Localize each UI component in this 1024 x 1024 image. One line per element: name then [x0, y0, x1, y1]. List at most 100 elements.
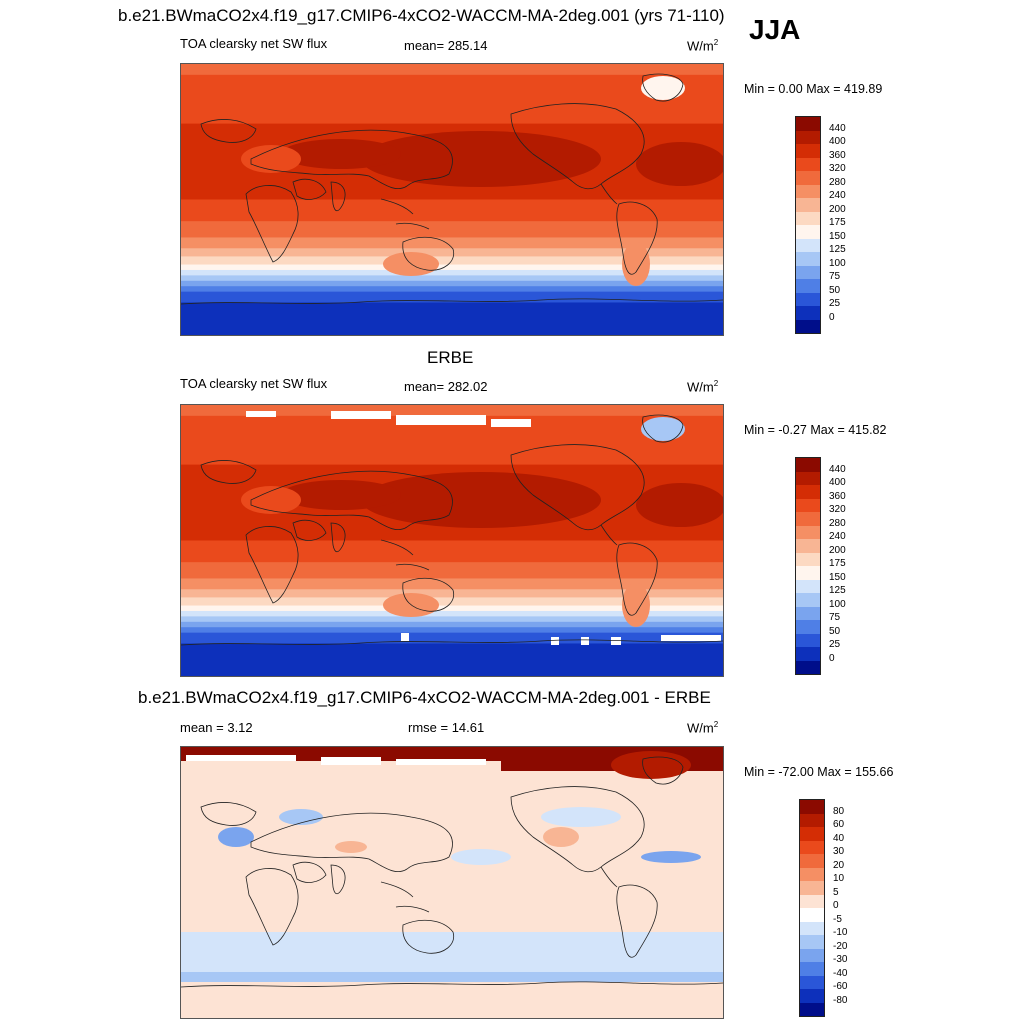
- missing-data: [581, 637, 589, 645]
- colorbar-tick-label: 400: [829, 477, 846, 488]
- colorbar-tick-label: 320: [829, 504, 846, 515]
- panel3-min-max: Min = -72.00 Max = 155.66: [744, 765, 894, 779]
- colorbar-tick-label: -10: [833, 927, 848, 938]
- field-negative-patch: [541, 807, 621, 827]
- colorbar-cell: [796, 485, 820, 499]
- field-max-atlantic: [636, 483, 723, 527]
- missing-data: [321, 757, 381, 765]
- coastline: [292, 519, 327, 541]
- colorbar-cell: [800, 989, 824, 1003]
- panel3-mean-label: mean = 3.12: [180, 720, 253, 735]
- field-positive-patch: [543, 827, 579, 847]
- colorbar-tick-label: 60: [833, 819, 845, 830]
- coastline: [510, 786, 645, 873]
- colorbar-tick-label: 150: [829, 571, 846, 583]
- colorbar-tick-label: 320: [829, 163, 846, 174]
- colorbar-cell: [796, 211, 820, 225]
- colorbar-tick-label: -5: [833, 913, 842, 925]
- coastline: [616, 201, 658, 275]
- panel2-min-max: Min = -0.27 Max = 415.82: [744, 423, 887, 437]
- coastline: [600, 866, 618, 888]
- colorbar-tick-label: 0: [833, 900, 839, 911]
- field-greenland: [641, 76, 685, 100]
- missing-data: [396, 415, 486, 425]
- coastline: [245, 868, 299, 946]
- panel3-units: W/m2: [687, 720, 719, 736]
- coastline: [245, 185, 299, 263]
- panel1-mean-label: mean= 285.14: [404, 38, 488, 53]
- colorbar-tick-label: -20: [833, 940, 848, 952]
- colorbar-cell: [796, 552, 820, 566]
- colorbar-cell: [796, 458, 820, 472]
- colorbar-tick-label: 75: [829, 612, 841, 623]
- colorbar-cell: [796, 130, 820, 144]
- colorbar-tick-label: 240: [829, 531, 846, 542]
- field-band: [181, 221, 723, 238]
- colorbar-tick-label: 100: [829, 598, 846, 610]
- colorbar-tick-label: 0: [829, 311, 835, 323]
- missing-data: [551, 637, 559, 645]
- colorbar-tick-label: 200: [829, 203, 846, 215]
- colorbar-tick-label: 75: [829, 271, 841, 282]
- colorbar-cell: [796, 319, 820, 333]
- colorbar-tick-label: 100: [829, 257, 846, 269]
- field-band: [181, 64, 723, 76]
- colorbar-box: [799, 799, 825, 1017]
- coastline: [402, 236, 455, 271]
- coastline: [380, 539, 430, 571]
- coastline: [250, 129, 453, 190]
- field-band: [181, 621, 723, 628]
- colorbar-cell: [796, 306, 820, 320]
- colorbar-tick-label: 280: [829, 517, 846, 529]
- field-max-pacific: [361, 131, 601, 187]
- season-label: JJA: [749, 14, 801, 45]
- colorbar-cell: [796, 512, 820, 526]
- colorbar-cell: [800, 827, 824, 841]
- field-band: [181, 74, 723, 92]
- missing-data: [331, 411, 391, 419]
- coastline: [181, 981, 723, 988]
- colorbar-tick-label: 175: [829, 558, 846, 569]
- colorbar-tick-label: 25: [829, 298, 841, 309]
- coastline: [330, 864, 346, 895]
- panel1-left-label: TOA clearsky net SW flux: [180, 36, 328, 51]
- colorbar-cell: [800, 948, 824, 962]
- field-greenland: [641, 417, 685, 441]
- colorbar-cell: [800, 975, 824, 989]
- obs-map: [180, 404, 724, 677]
- colorbar-cell: [796, 525, 820, 539]
- field-negative-patch: [641, 851, 701, 863]
- colorbar-cell: [796, 184, 820, 198]
- colorbar-cell: [796, 498, 820, 512]
- field-band: [181, 616, 723, 623]
- field-band: [181, 610, 723, 617]
- field-land-southamerica: [622, 583, 650, 627]
- colorbar-tick-label: 240: [829, 190, 846, 201]
- coastline: [642, 73, 684, 102]
- field-negative-patch: [451, 849, 511, 865]
- field-band: [181, 540, 723, 563]
- colorbar-cell: [800, 908, 824, 922]
- colorbar-tick-label: -80: [833, 994, 848, 1006]
- colorbar-tick-label: 50: [829, 625, 841, 637]
- colorbar-cell: [796, 292, 820, 306]
- colorbar-tick-label: 360: [829, 490, 846, 502]
- colorbar-cell: [796, 579, 820, 593]
- field-band: [181, 627, 723, 634]
- panel2-title: ERBE: [427, 348, 474, 367]
- colorbar-tick-label: 125: [829, 244, 846, 255]
- colorbar-tick-label: 20: [833, 859, 845, 871]
- colorbar-tick-label: 50: [829, 284, 841, 296]
- field-max-asia: [281, 139, 401, 169]
- coastline: [600, 183, 618, 205]
- colorbar-cell: [796, 225, 820, 239]
- model-map: [180, 63, 724, 336]
- field-band: [181, 578, 723, 590]
- field-band: [181, 643, 723, 676]
- field-positive-patch: [335, 841, 367, 853]
- coastline: [616, 884, 658, 958]
- colorbar-cell: [800, 935, 824, 949]
- colorbar-tick-label: -60: [833, 981, 848, 992]
- missing-data: [661, 635, 721, 641]
- colorbar-cell: [796, 157, 820, 171]
